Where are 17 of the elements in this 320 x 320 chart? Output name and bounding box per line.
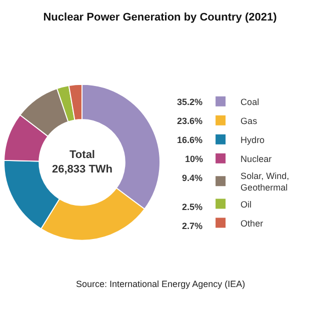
legend-label: Other bbox=[240, 218, 264, 228]
data-label: 35.2% bbox=[177, 97, 203, 107]
data-label: 2.5% bbox=[182, 202, 203, 212]
chart-title: Nuclear Power Generation by Country (2021) bbox=[43, 12, 278, 24]
legend-label: Solar, Wind, Geothermal bbox=[240, 170, 290, 192]
legend-label: Oil bbox=[240, 199, 252, 210]
data-label: 2.7% bbox=[182, 221, 203, 231]
data-label: 23.6% bbox=[177, 116, 203, 126]
data-label: 16.6% bbox=[177, 135, 203, 145]
data-label: 9.4% bbox=[182, 173, 203, 183]
text: Total 26,833 TWh bbox=[52, 149, 113, 176]
legend-label: Nuclear bbox=[240, 154, 272, 164]
legend-label: Coal bbox=[240, 96, 260, 107]
legend-label: Gas bbox=[240, 116, 258, 126]
data-label: 10% bbox=[185, 154, 204, 164]
source-note: Source: International Energy Agency (IEA) bbox=[76, 279, 246, 289]
legend-label: Hydro bbox=[240, 134, 265, 145]
